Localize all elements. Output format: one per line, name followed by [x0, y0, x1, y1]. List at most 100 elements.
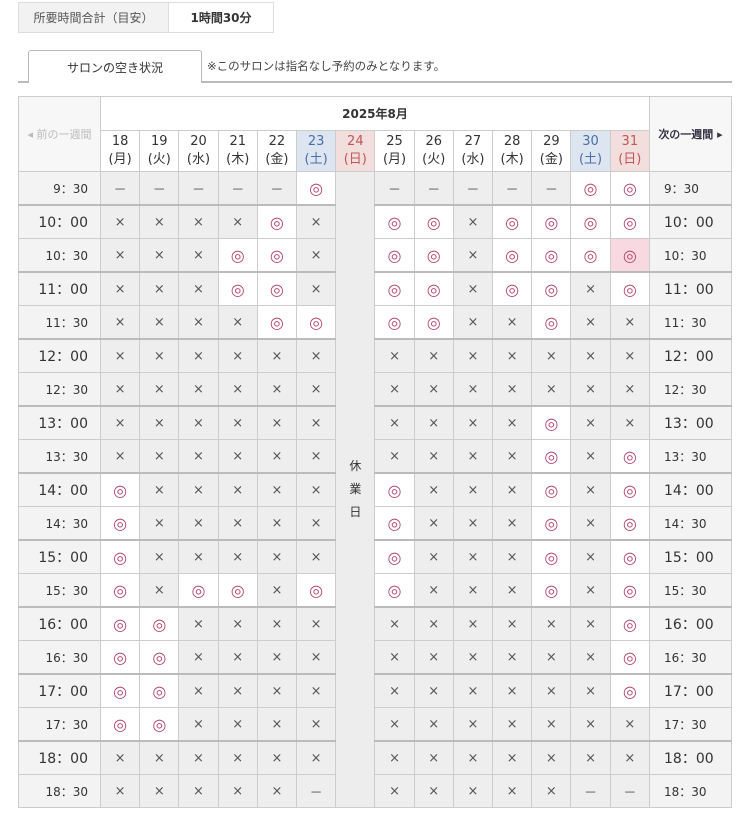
time-label: 16：30	[18, 640, 101, 675]
slot-full-28: ×	[492, 305, 533, 340]
slot-available-28[interactable]: ◎	[492, 204, 533, 239]
slot-available-29[interactable]: ◎	[531, 305, 572, 340]
closed-day-label: 休業日	[349, 459, 362, 519]
availability-table: ◂ 前の一週間 2025年8月 次の一週間 ▸ 18 (月) 19 (火) 20 (水) 2…	[18, 96, 732, 808]
slot-available-31[interactable]: ◎	[609, 539, 651, 574]
slot-available-19[interactable]: ◎	[139, 707, 180, 742]
time-label: 15：30	[18, 573, 101, 608]
slot-available-18[interactable]: ◎	[99, 640, 141, 675]
slot-full-23: ×	[296, 640, 337, 675]
slot-available-21[interactable]: ◎	[217, 238, 258, 273]
time-label-right: 12：00	[649, 338, 732, 373]
slot-available-31[interactable]: ◎	[609, 606, 651, 641]
slot-available-31[interactable]: ◎	[609, 506, 651, 541]
slot-available-28[interactable]: ◎	[492, 238, 533, 273]
tab-salon-availability[interactable]: サロンの空き状況	[28, 50, 202, 83]
slot-full-19: ×	[139, 271, 180, 306]
slot-available-19[interactable]: ◎	[139, 606, 180, 641]
slot-available-25[interactable]: ◎	[374, 305, 415, 340]
slot-full-22: ×	[256, 506, 298, 541]
slot-available-29[interactable]: ◎	[531, 573, 572, 608]
slot-available-20[interactable]: ◎	[178, 573, 219, 608]
slot-available-25[interactable]: ◎	[374, 506, 415, 541]
slot-available-26[interactable]: ◎	[413, 271, 454, 306]
slot-available-18[interactable]: ◎	[99, 472, 141, 507]
slot-full-26: ×	[413, 405, 454, 440]
slot-full-30: ×	[570, 372, 611, 407]
slot-available-22[interactable]: ◎	[256, 271, 298, 306]
slot-available-31[interactable]: ◎	[609, 171, 651, 206]
slot-available-18[interactable]: ◎	[99, 573, 141, 608]
slot-available-21[interactable]: ◎	[217, 271, 258, 306]
slot-available-21[interactable]: ◎	[217, 573, 258, 608]
slot-available-31[interactable]: ◎	[609, 271, 651, 306]
slot-available-29[interactable]: ◎	[531, 472, 572, 507]
slot-available-29[interactable]: ◎	[531, 238, 572, 273]
slot-available-31[interactable]: ◎	[609, 204, 651, 239]
slot-full-18: ×	[99, 405, 141, 440]
slot-full-26: ×	[413, 573, 454, 608]
slot-full-19: ×	[139, 238, 180, 273]
slot-available-18[interactable]: ◎	[99, 606, 141, 641]
time-label: 12：00	[18, 338, 101, 373]
slot-available-29[interactable]: ◎	[531, 506, 572, 541]
slot-available-25[interactable]: ◎	[374, 204, 415, 239]
slot-available-23[interactable]: ◎	[296, 573, 337, 608]
slot-available-29[interactable]: ◎	[531, 405, 572, 440]
slot-available-29[interactable]: ◎	[531, 539, 572, 574]
slot-available-19[interactable]: ◎	[139, 673, 180, 708]
slot-available-30[interactable]: ◎	[570, 238, 611, 273]
slot-available-22[interactable]: ◎	[256, 204, 298, 239]
slot-full-19: ×	[139, 372, 180, 407]
slot-available-23[interactable]: ◎	[296, 305, 337, 340]
slot-full-27: ×	[452, 204, 494, 239]
slot-available-25[interactable]: ◎	[374, 271, 415, 306]
slot-available-23[interactable]: ◎	[296, 171, 337, 206]
slot-full-27: ×	[452, 271, 494, 306]
slot-available-26[interactable]: ◎	[413, 305, 454, 340]
slot-available-28[interactable]: ◎	[492, 271, 533, 306]
slot-full-19: ×	[139, 338, 180, 373]
slot-full-23: ×	[296, 606, 337, 641]
slot-full-22: ×	[256, 740, 298, 775]
slot-available-30[interactable]: ◎	[570, 171, 611, 206]
slot-available-25[interactable]: ◎	[374, 472, 415, 507]
slot-available-22[interactable]: ◎	[256, 305, 298, 340]
next-week-link[interactable]: 次の一週間 ▸	[649, 96, 732, 172]
slot-full-22: ×	[256, 338, 298, 373]
slot-available-25[interactable]: ◎	[374, 539, 415, 574]
slot-available-31[interactable]: ◎	[609, 573, 651, 608]
slot-available-31[interactable]: ◎	[609, 472, 651, 507]
slot-available-26[interactable]: ◎	[413, 238, 454, 273]
slot-available-18[interactable]: ◎	[99, 539, 141, 574]
prev-week-link[interactable]: ◂ 前の一週間	[18, 96, 101, 172]
slot-available-25[interactable]: ◎	[374, 238, 415, 273]
time-label-right: 10：00	[649, 204, 732, 239]
slot-full-31: ×	[609, 707, 651, 742]
slot-available-31[interactable]: ◎	[609, 640, 651, 675]
slot-available-26[interactable]: ◎	[413, 204, 454, 239]
slot-available-29[interactable]: ◎	[531, 439, 572, 474]
slot-full-22: ×	[256, 372, 298, 407]
time-row: 15：00 ◎ × × × × × ◎ × × × ◎ × ◎ 15：00	[18, 539, 732, 574]
slot-full-18: ×	[99, 338, 141, 373]
slot-full-20: ×	[178, 472, 219, 507]
slot-available-18[interactable]: ◎	[99, 673, 141, 708]
day-header-27: 27 (水)	[452, 130, 494, 172]
slot-unavailable-27: －	[452, 171, 494, 206]
slot-available-30[interactable]: ◎	[570, 204, 611, 239]
slot-available-29[interactable]: ◎	[531, 204, 572, 239]
day-date: 20	[190, 134, 207, 150]
slot-available-18[interactable]: ◎	[99, 506, 141, 541]
slot-full-19: ×	[139, 204, 180, 239]
slot-available-31[interactable]: ◎	[609, 673, 651, 708]
slot-available-29[interactable]: ◎	[531, 271, 572, 306]
slot-available-19[interactable]: ◎	[139, 640, 180, 675]
slot-available-31[interactable]: ◎	[609, 439, 651, 474]
slot-full-25: ×	[374, 640, 415, 675]
slot-available-18[interactable]: ◎	[99, 707, 141, 742]
slot-available-22[interactable]: ◎	[256, 238, 298, 273]
slot-full-28: ×	[492, 405, 533, 440]
slot-available-25[interactable]: ◎	[374, 573, 415, 608]
slot-available-31[interactable]: ◎	[609, 238, 651, 273]
